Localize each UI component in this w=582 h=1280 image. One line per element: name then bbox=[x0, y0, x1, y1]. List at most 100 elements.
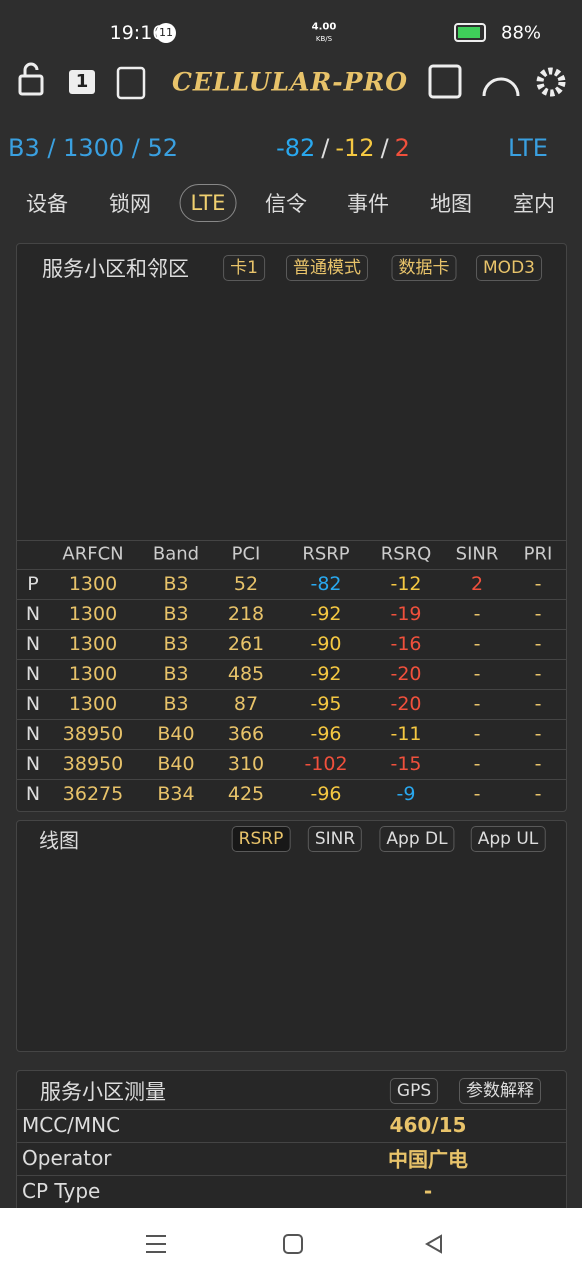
app-title: CELLULAR-PRO bbox=[171, 67, 409, 97]
tab[interactable]: 信令 bbox=[265, 192, 307, 216]
metric-button[interactable]: SINR bbox=[307, 826, 363, 852]
table-cell: - bbox=[534, 693, 542, 715]
tab[interactable]: 设备 bbox=[26, 192, 68, 216]
table-line bbox=[16, 599, 566, 600]
table-cell: B3 bbox=[163, 573, 189, 595]
table-cell: 1300 bbox=[68, 603, 118, 625]
table-cell: B3 bbox=[163, 693, 189, 715]
tab[interactable]: 室内 bbox=[513, 192, 555, 216]
table-cell: 38950 bbox=[62, 753, 124, 775]
table-cell: -12 bbox=[390, 573, 422, 595]
field-label: Operator bbox=[22, 1146, 112, 1170]
panel bbox=[16, 1070, 567, 1222]
table-cell: - bbox=[473, 693, 481, 715]
table-cell: - bbox=[473, 633, 481, 655]
field-value: 460/15 bbox=[389, 1113, 467, 1137]
summary-rsrp: -82 bbox=[276, 134, 316, 162]
table-line bbox=[16, 540, 566, 541]
table-header: PRI bbox=[523, 543, 553, 565]
filter-button[interactable]: 普通模式 bbox=[286, 255, 368, 281]
signal-summary: -82/-12/2 bbox=[276, 134, 410, 162]
sim-slot: 1 bbox=[69, 70, 95, 94]
summary-sinr: 2 bbox=[394, 134, 410, 162]
tab[interactable]: LTE bbox=[179, 184, 237, 222]
table-cell: - bbox=[534, 723, 542, 745]
cell-summary: B3 / 1300 / 52 bbox=[8, 134, 179, 162]
net-speed-unit: KB/S bbox=[315, 35, 333, 43]
summary-separator: / bbox=[380, 134, 389, 162]
table-cell: -92 bbox=[310, 603, 342, 625]
table-line bbox=[16, 749, 566, 750]
filter-button[interactable]: MOD3 bbox=[476, 255, 542, 281]
filter-button[interactable]: 数据卡 bbox=[391, 255, 457, 281]
table-cell: -19 bbox=[390, 603, 422, 625]
tab[interactable]: 锁网 bbox=[109, 192, 151, 216]
table-cell: -96 bbox=[310, 723, 342, 745]
table-cell: - bbox=[473, 723, 481, 745]
table-cell: 261 bbox=[227, 633, 265, 655]
table-cell: - bbox=[534, 573, 542, 595]
tab[interactable]: 地图 bbox=[430, 192, 472, 216]
table-cell: 425 bbox=[227, 783, 265, 805]
panel bbox=[16, 243, 567, 812]
field-value: - bbox=[423, 1179, 433, 1203]
table-cell: B40 bbox=[157, 753, 195, 775]
metric-button[interactable]: App DL bbox=[379, 826, 455, 852]
panel-title: 服务小区和邻区 bbox=[42, 257, 189, 281]
technology: LTE bbox=[508, 134, 548, 162]
table-cell: 310 bbox=[227, 753, 265, 775]
table-cell: N bbox=[25, 753, 41, 775]
table-cell: B3 bbox=[163, 603, 189, 625]
table-cell: N bbox=[25, 783, 41, 805]
table-cell: 2 bbox=[470, 573, 484, 595]
battery-percent: 88% bbox=[500, 22, 542, 44]
table-cell: -92 bbox=[310, 663, 342, 685]
table-header: ARFCN bbox=[62, 543, 124, 565]
row-line bbox=[16, 1109, 566, 1110]
table-cell: -82 bbox=[310, 573, 342, 595]
table-cell: -11 bbox=[390, 723, 422, 745]
table-cell: - bbox=[534, 783, 542, 805]
info-button[interactable]: GPS bbox=[389, 1078, 439, 1104]
table-header: SINR bbox=[455, 543, 499, 565]
table-cell: B3 bbox=[163, 663, 189, 685]
table-cell: -96 bbox=[310, 783, 342, 805]
table-cell: - bbox=[473, 603, 481, 625]
metric-button[interactable]: RSRP bbox=[231, 826, 291, 852]
table-header: PCI bbox=[231, 543, 261, 565]
filter-button[interactable]: 卡1 bbox=[223, 255, 265, 281]
table-header: RSRP bbox=[302, 543, 350, 565]
field-value: 中国广电 bbox=[388, 1147, 468, 1172]
table-cell: - bbox=[534, 753, 542, 775]
summary-rsrq: -12 bbox=[335, 134, 375, 162]
table-cell: 218 bbox=[227, 603, 265, 625]
table-cell: B3 bbox=[163, 633, 189, 655]
table-cell: N bbox=[25, 603, 41, 625]
table-line bbox=[16, 689, 566, 690]
field-label: MCC/MNC bbox=[22, 1113, 121, 1137]
table-header: Band bbox=[152, 543, 200, 565]
table-line bbox=[16, 569, 566, 570]
table-cell: N bbox=[25, 633, 41, 655]
table-cell: -9 bbox=[396, 783, 416, 805]
tab[interactable]: 事件 bbox=[347, 192, 389, 216]
table-line bbox=[16, 779, 566, 780]
table-cell: 1300 bbox=[68, 633, 118, 655]
field-label: CP Type bbox=[22, 1179, 101, 1203]
table-cell: - bbox=[534, 603, 542, 625]
table-cell: P bbox=[27, 573, 39, 595]
table-cell: N bbox=[25, 693, 41, 715]
summary-separator: / bbox=[321, 134, 330, 162]
info-button[interactable]: 参数解释 bbox=[459, 1078, 541, 1104]
clock: 19:16 bbox=[109, 22, 165, 44]
table-cell: -95 bbox=[310, 693, 342, 715]
table-cell: 366 bbox=[227, 723, 265, 745]
table-line bbox=[16, 719, 566, 720]
table-cell: -20 bbox=[390, 693, 422, 715]
table-line bbox=[16, 629, 566, 630]
table-cell: B34 bbox=[157, 783, 195, 805]
metric-button[interactable]: App UL bbox=[470, 826, 546, 852]
table-cell: 38950 bbox=[62, 723, 124, 745]
table-cell: N bbox=[25, 663, 41, 685]
